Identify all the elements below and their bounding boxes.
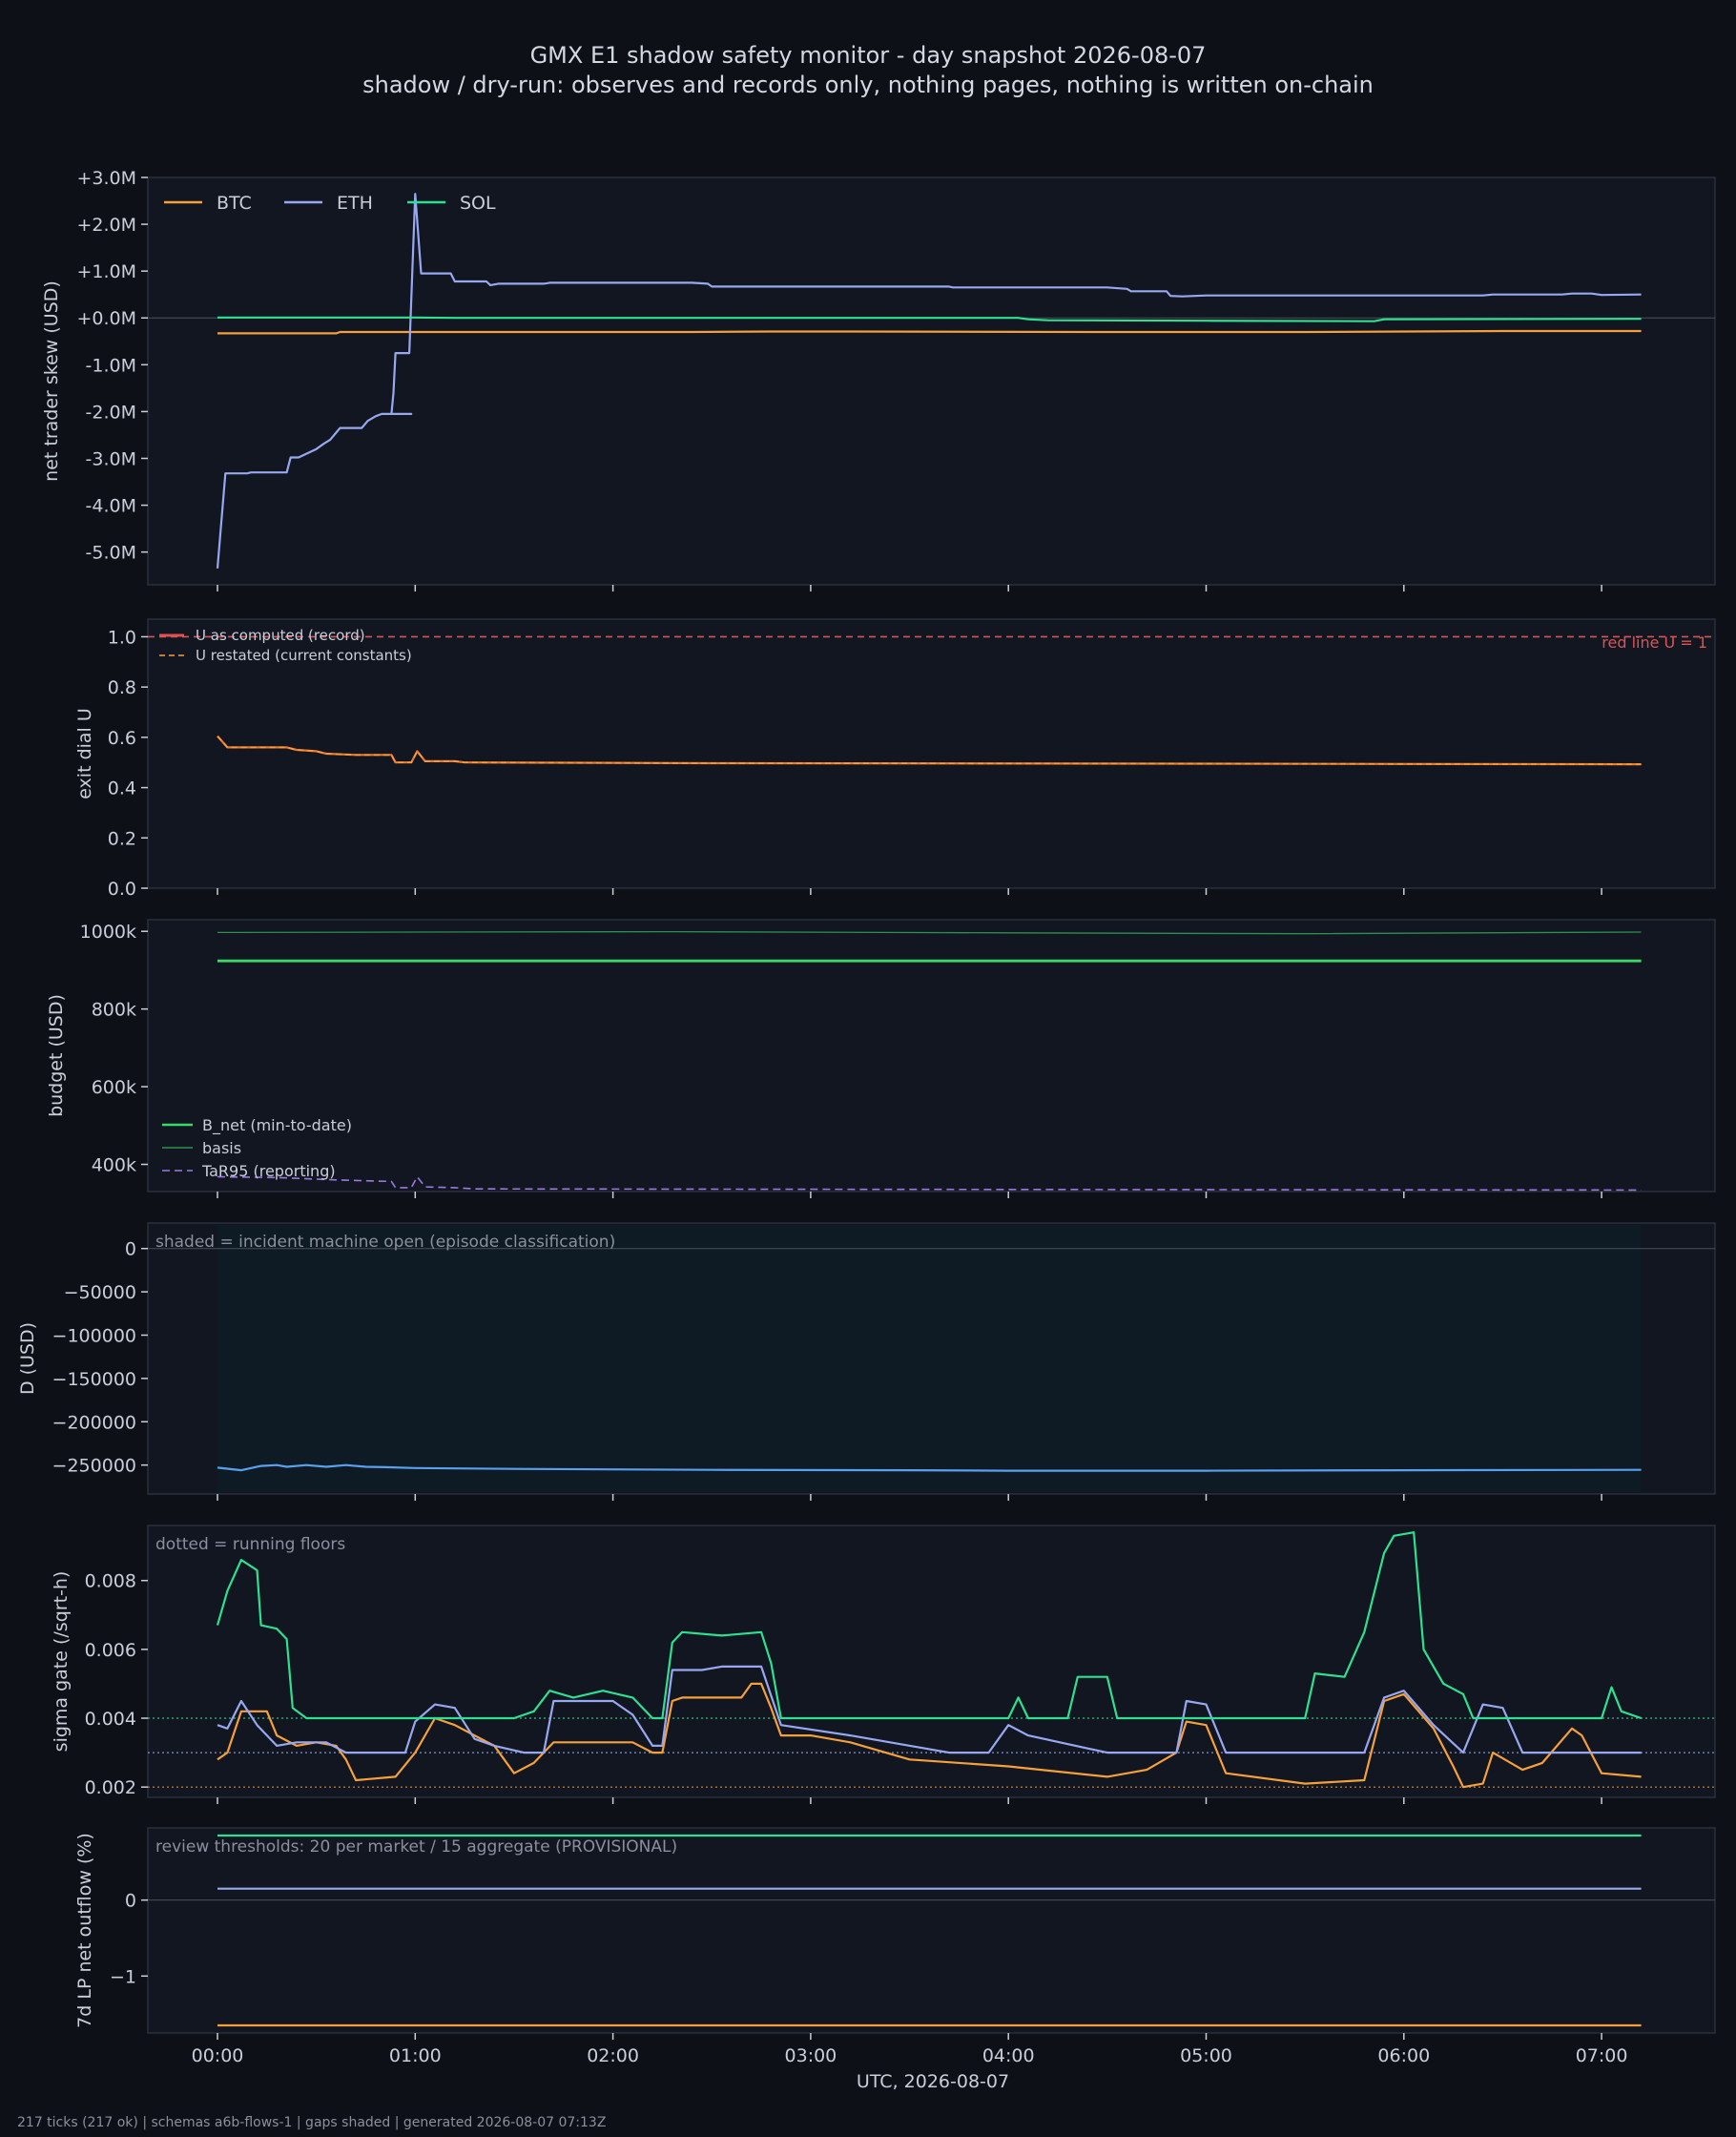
x-tick-label: 05:00 (1180, 2045, 1232, 2066)
panels: +3.0M +2.0M +1.0M +0.0M -1.0M -2.0M -3.0M -4.0M… (17, 168, 1716, 2066)
plot-area (147, 1827, 1716, 2034)
panel-6: 00:00 01:00 02:00 03:00 04:00 05:00 06:00 07:00… (74, 1827, 1716, 2066)
y-tick-label: 800k (92, 1000, 136, 1021)
panel-3: 400k 600k 800k 1000k budget (USD) B_net (min-… (46, 919, 1716, 1198)
y-tick-label: 1000k (80, 922, 136, 943)
y-tick-label: +0.0M (76, 308, 136, 329)
x-tick-label: 00:00 (192, 2045, 244, 2066)
series-line-d (217, 1463, 1642, 1472)
y-tick-label: 1.0 (108, 627, 136, 648)
y-tick-label: 0.8 (108, 677, 136, 698)
x-tick-label: 06:00 (1377, 2045, 1430, 2066)
series-line-sol (216, 1531, 1642, 1720)
plot-area (147, 618, 1716, 889)
y-tick-label: −1 (110, 1966, 136, 1987)
y-tick-label: −250000 (52, 1456, 136, 1477)
y-tick-label: −200000 (52, 1412, 136, 1433)
y-tick-label: 0.2 (108, 828, 136, 849)
y-tick-label: -1.0M (86, 355, 136, 376)
x-tick-label: 02:00 (587, 2045, 639, 2066)
x-tick-label: 07:00 (1576, 2045, 1628, 2066)
x-tick-label: 03:00 (785, 2045, 837, 2066)
panel-2: 0.0 0.2 0.4 0.6 0.8 1.0 exit dial U red line U … (74, 618, 1716, 900)
panel-5: 0.002 0.004 0.006 0.008 sigma gate (/sqrt-h)… (51, 1525, 1716, 1804)
y-tick-label: -2.0M (86, 402, 136, 423)
series-line-tar95-reporting (217, 1175, 1642, 1192)
y-tick-label: 0.008 (85, 1571, 136, 1592)
legend-label: BTC (217, 193, 252, 214)
legend-label: U as computed (record) (196, 627, 365, 644)
y-tick-label: 600k (92, 1077, 136, 1098)
y-tick-label: 0 (125, 1891, 136, 1912)
y-axis-label: exit dial U (74, 708, 95, 799)
y-tick-label: +3.0M (76, 168, 136, 189)
y-tick-label: −150000 (52, 1369, 136, 1390)
footer-text: 217 ticks (217 ok) | schemas a6b-flows-1… (17, 2115, 606, 2130)
y-tick-label: 0.006 (85, 1640, 136, 1661)
panel-1: +3.0M +2.0M +1.0M +0.0M -1.0M -2.0M -3.0M -4.0M… (41, 168, 1716, 591)
y-tick-label: 0.004 (85, 1709, 136, 1730)
y-tick-label: 0.0 (108, 879, 136, 900)
legend-label: SOL (460, 193, 496, 214)
series-line-btc (217, 329, 1642, 335)
y-axis-label: 7d LP net outflow (%) (74, 1833, 95, 2028)
y-tick-label: +2.0M (76, 215, 136, 236)
y-tick-label: -5.0M (86, 543, 136, 564)
y-axis-label: sigma gate (/sqrt-h) (51, 1571, 72, 1753)
incident-shaded-region (217, 1225, 1642, 1492)
series-line-sol (217, 316, 1642, 322)
y-tick-label: -4.0M (86, 496, 136, 517)
y-tick-label: −100000 (52, 1325, 136, 1346)
plot-area (147, 919, 1716, 1193)
legend-label: B_net (min-to-date) (202, 1116, 352, 1135)
panel-annotation: dotted = running floors (155, 1535, 345, 1554)
y-tick-label: 0.6 (108, 728, 136, 749)
series-line-eth (216, 193, 1642, 569)
legend-label: ETH (337, 193, 373, 214)
y-tick-label: 0.4 (108, 778, 136, 799)
y-tick-label: 400k (92, 1155, 136, 1176)
x-axis-label: UTC, 2026-08-07 (857, 2071, 1009, 2092)
y-tick-label: +1.0M (76, 261, 136, 282)
series-line-u-restated-current-constants (217, 736, 1642, 765)
legend-label: TaR95 (reporting) (201, 1162, 336, 1180)
y-tick-label: -3.0M (86, 448, 136, 469)
y-tick-label: −50000 (64, 1282, 136, 1303)
plot-area (147, 176, 1716, 586)
panel-annotation: review thresholds: 20 per market / 15 ag… (155, 1837, 677, 1857)
x-tick-label: 04:00 (982, 2045, 1035, 2066)
plot-area (147, 1525, 1716, 1798)
figure-subtitle: shadow / dry-run: observes and records o… (362, 72, 1374, 98)
panel-4: 0 −50000 −100000 −150000 −200000 −250000 D (US… (17, 1222, 1716, 1501)
series-line-basis (217, 930, 1642, 935)
y-tick-label: 0 (125, 1239, 136, 1260)
y-tick-label: 0.002 (85, 1777, 136, 1798)
series-line-btc (217, 1682, 1642, 1789)
series-line-eth (217, 1665, 1642, 1754)
x-tick-label: 01:00 (389, 2045, 442, 2066)
panel-annotation: shaded = incident machine open (episode … (155, 1233, 615, 1252)
y-axis-label: net trader skew (USD) (41, 280, 62, 482)
red-line-label: red line U = 1 (1602, 633, 1707, 652)
y-axis-label: D (USD) (17, 1322, 38, 1395)
legend-label: U restated (current constants) (196, 647, 412, 664)
legend-label: basis (202, 1139, 241, 1157)
y-axis-label: budget (USD) (46, 994, 67, 1117)
figure-title: GMX E1 shadow safety monitor - day snaps… (530, 42, 1207, 69)
